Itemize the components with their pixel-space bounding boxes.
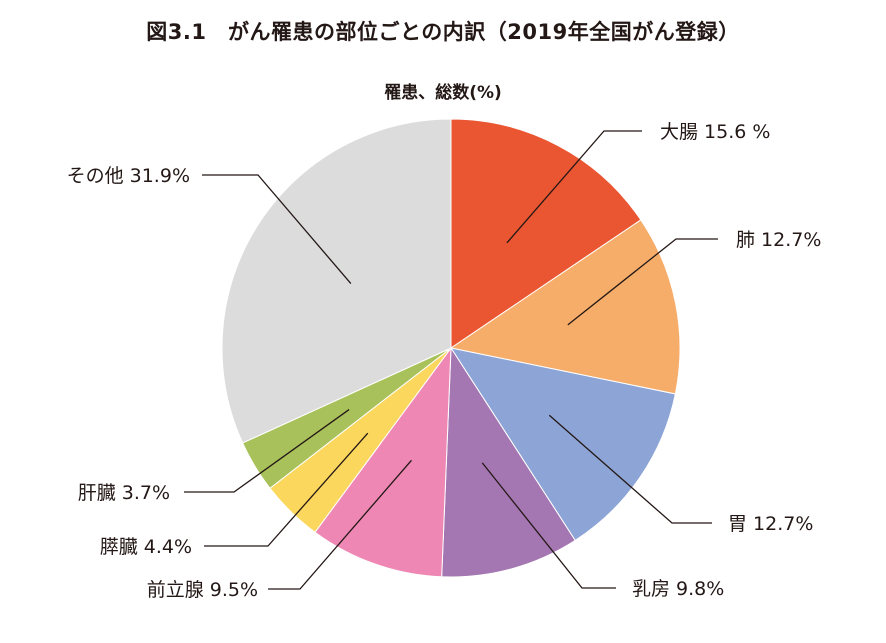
pie-slice-1: [450, 118, 642, 349]
slice-label-2: 肺 12.7%: [736, 229, 821, 251]
pie-slice-4: [441, 346, 576, 578]
chart-title: 図3.1 がん罹患の部位ごとの内訳（2019年全国がん登録）: [146, 20, 740, 44]
labels-layer: 大腸 15.6 % 肺 12.7% 胃 12.7% 乳房 9.8% 前立腺 9.5% 膵臓…: [67, 121, 822, 601]
leader-line-6: [204, 432, 369, 547]
pie-slice-5: [314, 346, 452, 578]
pie-slice-2: [449, 219, 681, 395]
pie-subtitle: 罹患、総数(%): [384, 83, 502, 103]
slices-layer: [221, 118, 681, 578]
leader-line-3: [548, 414, 712, 524]
leader-line-8: [202, 174, 352, 285]
leader-line-1: [506, 130, 642, 244]
leader-line-4: [481, 462, 616, 589]
slice-label-3: 胃 12.7%: [728, 513, 813, 535]
leader-lines-layer: [184, 130, 718, 590]
slice-label-6: 膵臓 4.4%: [100, 536, 192, 558]
leader-line-2: [567, 238, 718, 326]
slice-label-7: 肝臓 3.7%: [78, 482, 170, 504]
slice-label-5: 前立腺 9.5%: [147, 579, 258, 601]
leader-line-5: [268, 459, 412, 590]
pie-slice-3: [449, 347, 676, 542]
slice-label-4: 乳房 9.8%: [632, 578, 724, 600]
leader-line-7: [184, 409, 350, 493]
slice-label-8: その他 31.9%: [67, 165, 190, 187]
slice-label-1: 大腸 15.6 %: [660, 121, 770, 143]
